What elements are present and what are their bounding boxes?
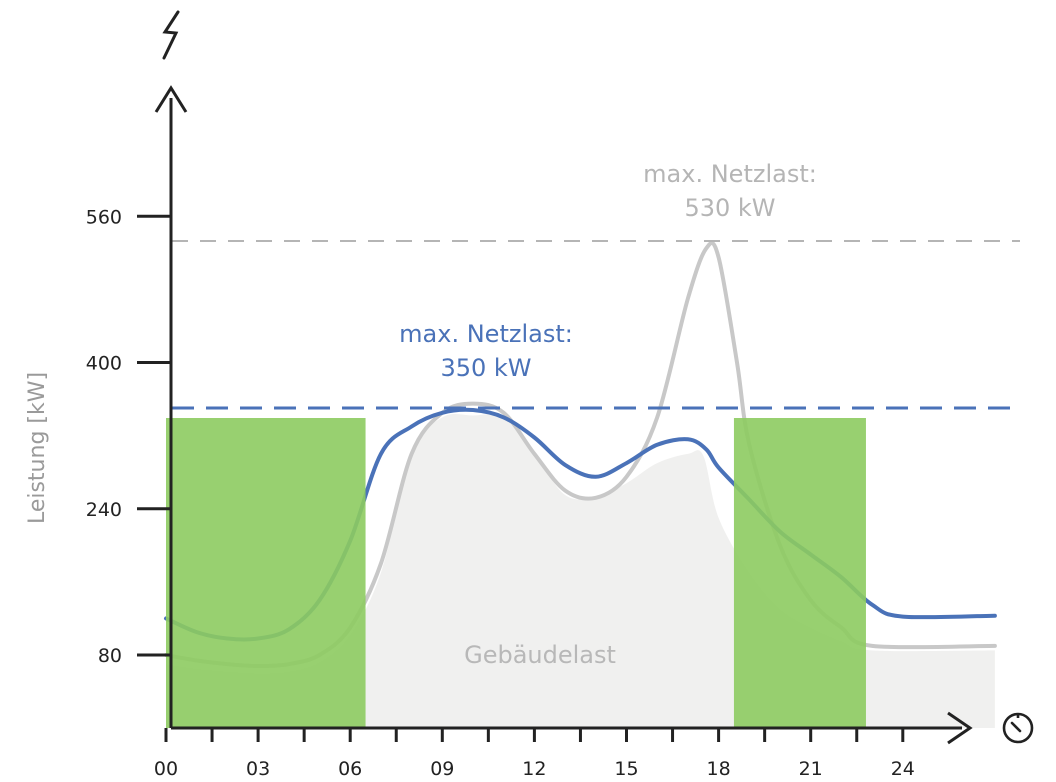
clock-icon <box>1002 712 1034 744</box>
annotation-max-grid-load-530-line-1: max. Netzlast: <box>643 160 817 188</box>
lightning-icon <box>162 10 180 60</box>
x-tick-label-21: 21 <box>799 758 823 780</box>
x-tick-label-06: 06 <box>338 758 362 780</box>
charging-window-2 <box>733 418 866 728</box>
charging-windows-layer <box>166 418 866 728</box>
ticks-layer: 00 03 06 09 12 15 18 21 24 80 240 400 560 <box>86 206 915 780</box>
annotation-max-grid-load-350-line-2: 350 kW <box>440 354 531 382</box>
reference-lines-layer <box>172 240 1020 410</box>
y-tick-label-80: 80 <box>98 645 122 667</box>
x-tick-label-03: 03 <box>246 758 270 780</box>
y-tick-label-240: 240 <box>86 499 122 521</box>
annotation-max-grid-load-530-line-2: 530 kW <box>684 194 775 222</box>
x-tick-label-09: 09 <box>430 758 454 780</box>
y-axis-label: Leistung [kW] <box>25 372 50 524</box>
y-tick-label-400: 400 <box>86 353 122 375</box>
x-tick-label-18: 18 <box>707 758 731 780</box>
x-tick-label-00: 00 <box>154 758 178 780</box>
y-axis-arrow <box>154 85 188 113</box>
annotation-max-grid-load-350-line-1: max. Netzlast: <box>399 320 573 348</box>
annotation-building-load: Gebäudelast <box>464 641 616 669</box>
y-tick-label-560: 560 <box>86 206 122 228</box>
x-tick-label-12: 12 <box>522 758 546 780</box>
charging-window-1 <box>166 418 366 728</box>
x-axis-arrow <box>947 711 973 745</box>
x-tick-label-24: 24 <box>891 758 915 780</box>
annotation-layer: Leistung [kW] max. Netzlast: 530 kW max. Ne… <box>25 160 817 669</box>
x-tick-label-15: 15 <box>614 758 638 780</box>
